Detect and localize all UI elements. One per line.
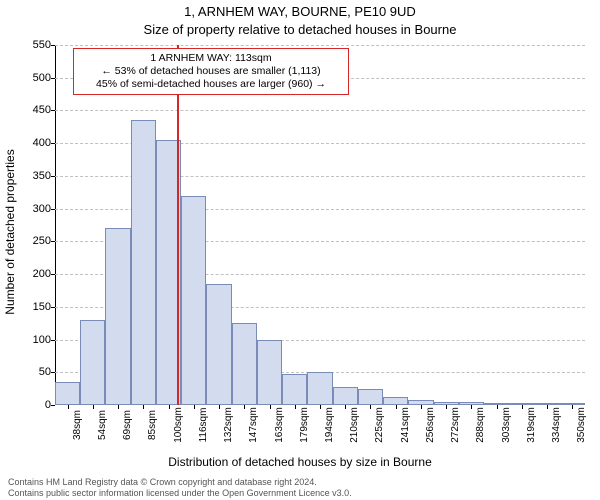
xtick-mark: [572, 405, 573, 409]
histogram-bar: [358, 389, 383, 405]
ytick-label: 0: [17, 399, 55, 411]
xtick-mark: [219, 405, 220, 409]
histogram-bar: [257, 340, 282, 405]
ytick-label: 150: [17, 301, 55, 313]
xtick-mark: [547, 405, 548, 409]
xtick-mark: [244, 405, 245, 409]
ytick-label: 200: [17, 268, 55, 280]
histogram-bar: [131, 120, 156, 405]
ytick-label: 250: [17, 235, 55, 247]
annotation-line: ← 53% of detached houses are smaller (1,…: [80, 65, 342, 78]
ytick-label: 300: [17, 203, 55, 215]
xtick-mark: [497, 405, 498, 409]
xtick-mark: [421, 405, 422, 409]
xtick-label: 116sqm: [198, 408, 209, 443]
histogram-bar: [181, 196, 206, 405]
histogram-bar: [206, 284, 231, 405]
xtick-mark: [345, 405, 346, 409]
xtick-mark: [320, 405, 321, 409]
xtick-label: 100sqm: [173, 407, 184, 443]
reference-line: [177, 45, 179, 405]
y-axis-label: Number of detached properties: [3, 149, 17, 314]
xtick-mark: [370, 405, 371, 409]
xtick-label: 38sqm: [72, 410, 83, 440]
xtick-mark: [471, 405, 472, 409]
xtick-label: 288sqm: [475, 407, 486, 443]
annotation-line: 45% of semi-detached houses are larger (…: [80, 78, 342, 91]
xtick-label: 319sqm: [526, 407, 537, 443]
xtick-mark: [93, 405, 94, 409]
xtick-label: 241sqm: [400, 407, 411, 443]
grid-line: [55, 45, 585, 46]
ytick-label: 500: [17, 72, 55, 84]
ytick-label: 400: [17, 137, 55, 149]
histogram-plot: 05010015020025030035040045050055038sqm54…: [55, 45, 585, 405]
xtick-mark: [396, 405, 397, 409]
histogram-bar: [333, 387, 358, 405]
page-title: 1, ARNHEM WAY, BOURNE, PE10 9UD: [0, 4, 600, 19]
xtick-mark: [295, 405, 296, 409]
xtick-mark: [169, 405, 170, 409]
xtick-label: 85sqm: [147, 410, 158, 440]
histogram-bar: [105, 228, 130, 405]
xtick-label: 163sqm: [274, 407, 285, 443]
histogram-bar: [55, 382, 80, 405]
x-axis-label: Distribution of detached houses by size …: [0, 455, 600, 469]
xtick-label: 179sqm: [299, 407, 310, 443]
xtick-label: 147sqm: [248, 407, 259, 443]
xtick-mark: [143, 405, 144, 409]
annotation-line: 1 ARNHEM WAY: 113sqm: [80, 52, 342, 65]
xtick-label: 303sqm: [501, 407, 512, 443]
xtick-mark: [194, 405, 195, 409]
xtick-label: 194sqm: [324, 407, 335, 443]
ytick-label: 550: [17, 39, 55, 51]
chart-subtitle: Size of property relative to detached ho…: [0, 22, 600, 37]
footnote-line: Contains HM Land Registry data © Crown c…: [8, 477, 352, 487]
histogram-bar: [80, 320, 105, 405]
ytick-label: 100: [17, 334, 55, 346]
xtick-label: 272sqm: [450, 407, 461, 443]
xtick-mark: [522, 405, 523, 409]
ytick-label: 50: [17, 366, 55, 378]
histogram-bar: [307, 372, 332, 405]
footnote-line: Contains public sector information licen…: [8, 488, 352, 498]
grid-line: [55, 110, 585, 111]
xtick-label: 210sqm: [349, 407, 360, 443]
xtick-label: 350sqm: [576, 407, 587, 443]
histogram-bar: [282, 374, 307, 405]
annotation-box: 1 ARNHEM WAY: 113sqm← 53% of detached ho…: [73, 48, 349, 95]
xtick-label: 69sqm: [122, 410, 133, 440]
xtick-label: 225sqm: [374, 407, 385, 443]
ytick-label: 350: [17, 170, 55, 182]
xtick-mark: [118, 405, 119, 409]
xtick-label: 334sqm: [551, 407, 562, 443]
xtick-label: 54sqm: [97, 410, 108, 440]
histogram-bar: [232, 323, 257, 405]
xtick-mark: [446, 405, 447, 409]
xtick-mark: [270, 405, 271, 409]
xtick-label: 256sqm: [425, 407, 436, 443]
ytick-label: 450: [17, 104, 55, 116]
histogram-bar: [383, 397, 408, 405]
xtick-mark: [68, 405, 69, 409]
xtick-label: 132sqm: [223, 407, 234, 443]
footnote: Contains HM Land Registry data © Crown c…: [8, 477, 352, 498]
y-axis: [55, 45, 56, 405]
